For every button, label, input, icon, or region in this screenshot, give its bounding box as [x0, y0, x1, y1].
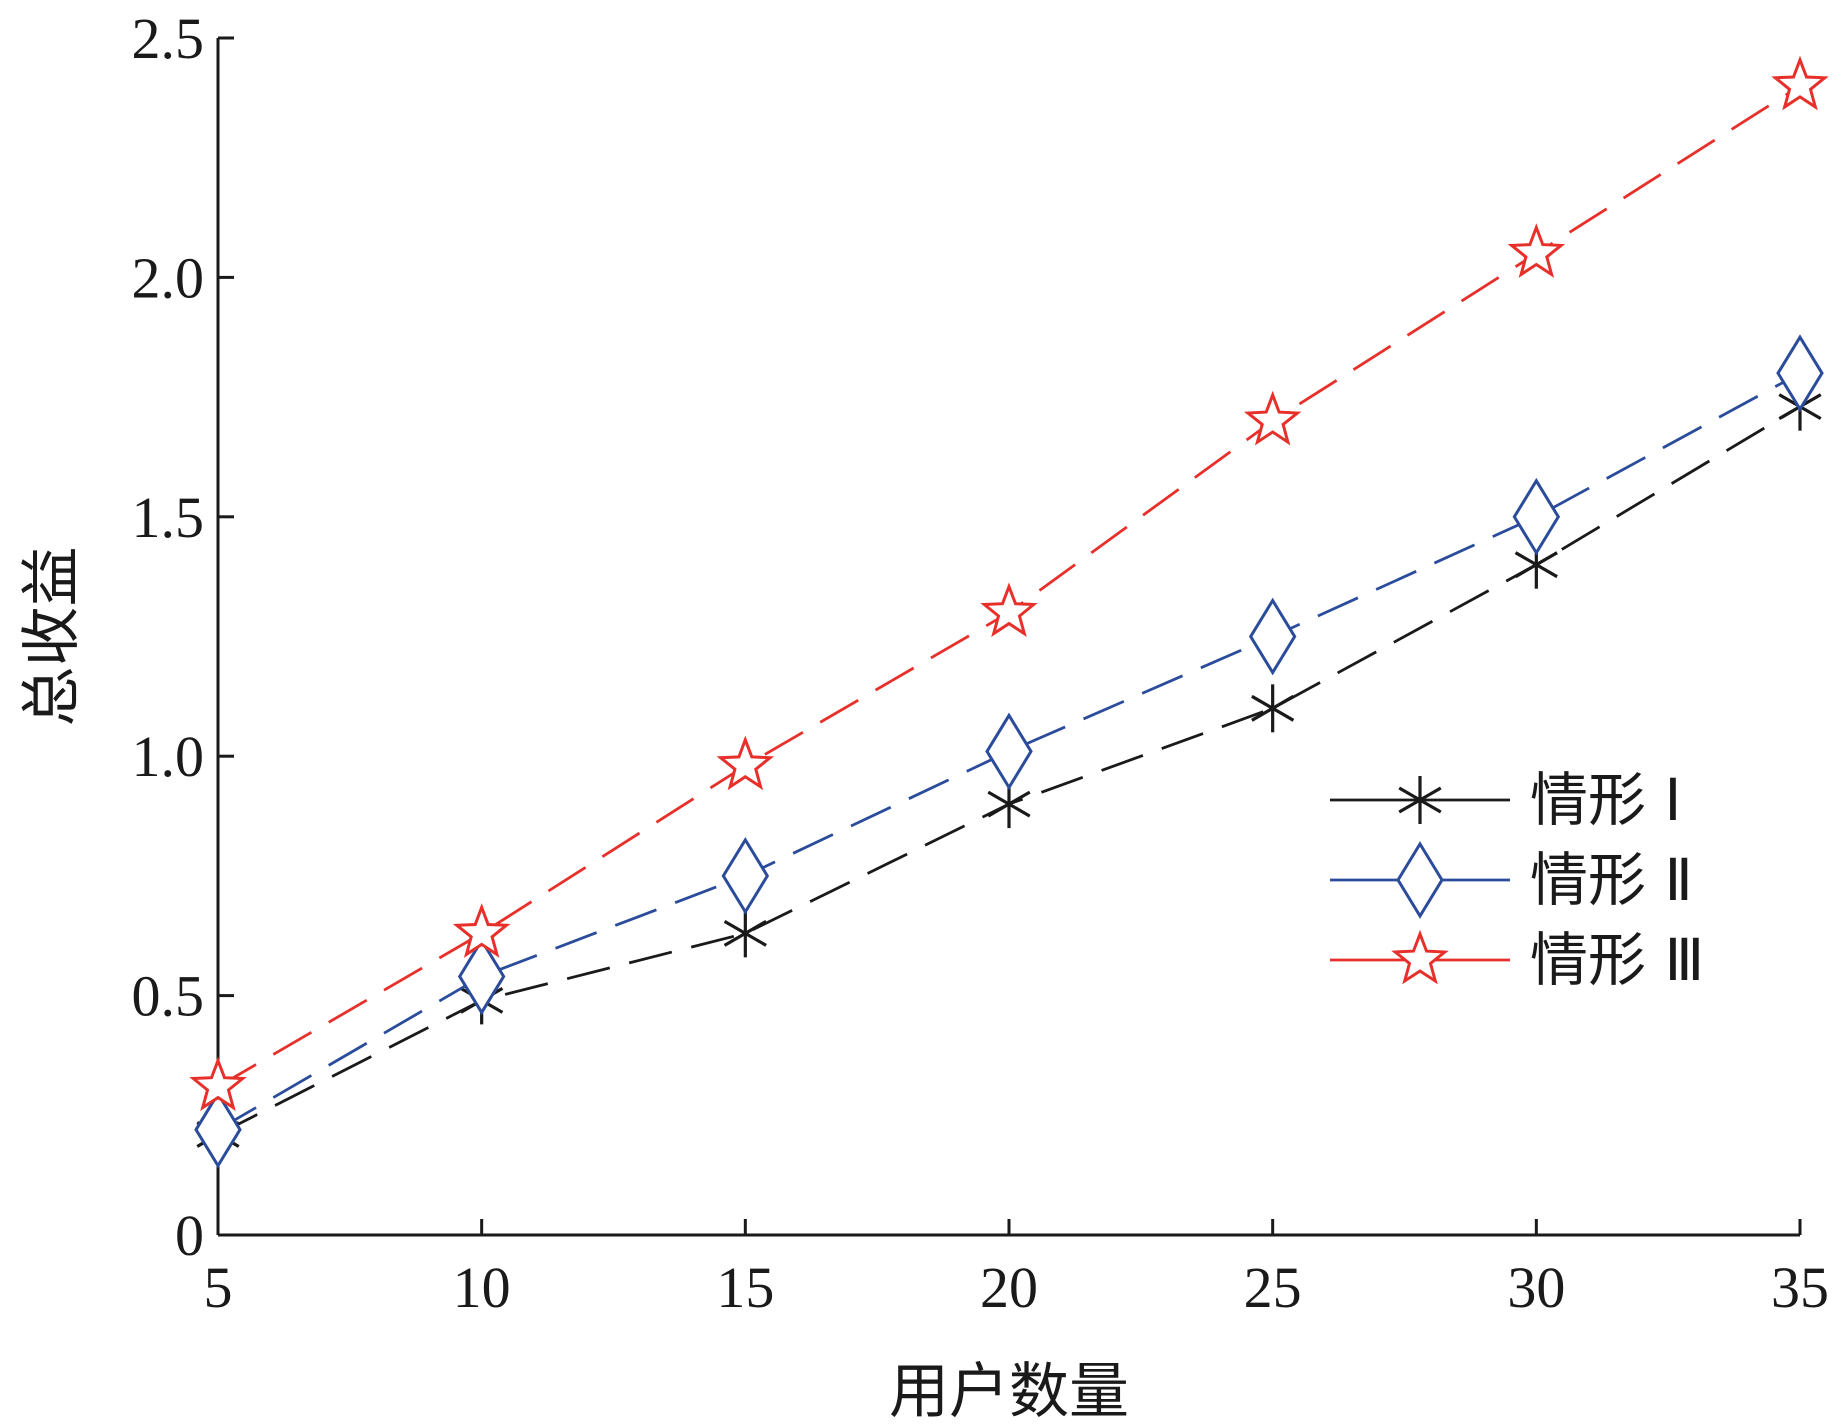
data-point [980, 582, 1038, 638]
y-tick-label: 1.0 [132, 724, 205, 789]
data-point [452, 903, 511, 958]
data-point [1512, 477, 1561, 556]
data-point [721, 837, 770, 915]
data-point [1507, 223, 1566, 278]
x-tick-label: 35 [1771, 1255, 1829, 1320]
x-tick-label: 10 [453, 1255, 511, 1320]
data-point [1248, 597, 1297, 676]
x-axis-title: 用户数量 [889, 1357, 1129, 1427]
y-tick-label: 0 [175, 1203, 204, 1268]
data-point [716, 735, 775, 791]
legend-item-1: 情形 Ⅰ [1330, 766, 1682, 834]
x-tick-label: 20 [980, 1255, 1038, 1320]
x-tick-label: 30 [1507, 1255, 1565, 1320]
legend-marker [1396, 841, 1444, 919]
legend-item-3: 情形 Ⅲ [1330, 926, 1704, 994]
data-point [723, 909, 767, 958]
data-point [1251, 684, 1295, 733]
data-point [194, 1090, 242, 1169]
data-point [1771, 55, 1829, 111]
x-tick-label: 25 [1244, 1255, 1302, 1320]
x-tick-label: 15 [716, 1255, 774, 1320]
legend-label: 情形 Ⅲ [1530, 926, 1704, 994]
legend-marker [1398, 776, 1442, 824]
legend-label: 情形 Ⅱ [1530, 846, 1693, 914]
y-tick-label: 2.0 [132, 245, 205, 310]
data-point [189, 1056, 247, 1112]
data-point [1776, 334, 1824, 413]
x-tick-label: 5 [204, 1255, 233, 1320]
legend: 情形 Ⅰ 情形 Ⅱ 情形 Ⅲ [1330, 766, 1704, 994]
legend-marker [1391, 929, 1449, 985]
axes: 5 10 15 20 25 30 35 0 0.5 1.0 1.5 2.0 2.5 [132, 6, 1830, 1320]
y-axis-title: 总收益 [17, 547, 87, 727]
data-point [1243, 390, 1302, 446]
legend-label: 情形 Ⅰ [1530, 766, 1682, 834]
series-layer [189, 55, 1829, 1169]
legend-item-2: 情形 Ⅱ [1330, 841, 1693, 919]
y-tick-label: 2.5 [132, 6, 205, 71]
y-tick-label: 1.5 [132, 485, 205, 550]
data-point [985, 712, 1033, 791]
data-point [457, 937, 506, 1016]
y-tick-label: 0.5 [132, 964, 205, 1029]
